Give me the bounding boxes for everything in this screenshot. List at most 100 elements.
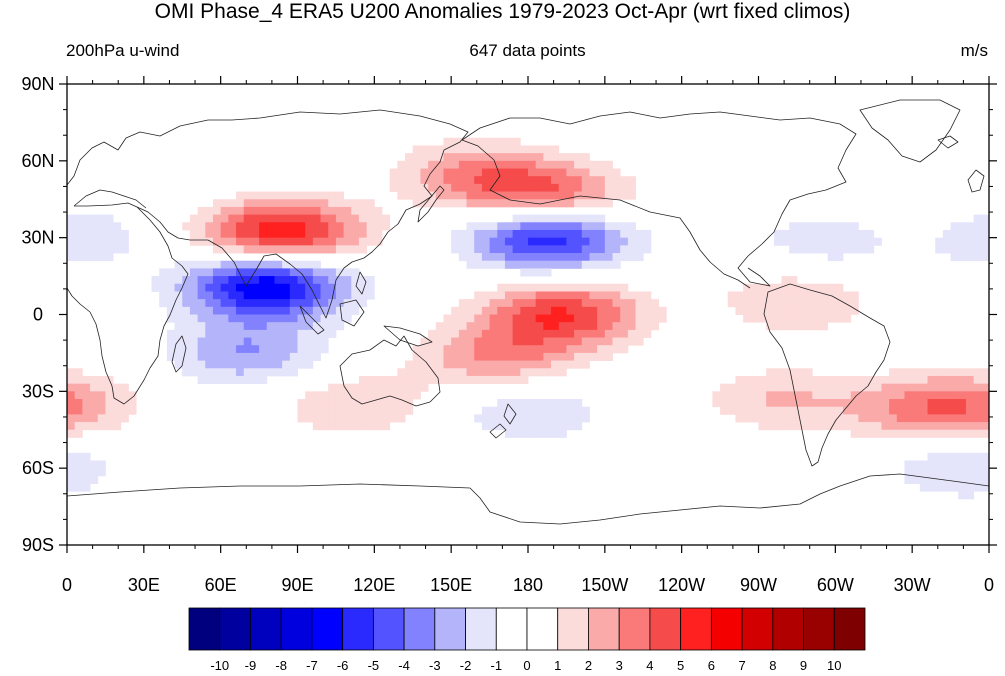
field-cell — [420, 360, 429, 369]
field-cell — [558, 322, 567, 331]
field-cell — [973, 399, 982, 408]
field-cell — [958, 237, 967, 246]
field-cell — [174, 260, 183, 269]
field-cell — [466, 168, 475, 177]
field-cell — [589, 306, 598, 315]
coast-south-america — [763, 283, 891, 467]
field-cell — [343, 199, 352, 208]
field-cell — [251, 260, 260, 269]
field-cell — [212, 322, 222, 331]
field-cell — [497, 283, 506, 292]
field-cell — [927, 383, 936, 392]
field-cell — [466, 245, 475, 254]
field-cell — [520, 399, 529, 408]
field-cell — [512, 322, 521, 331]
field-cell — [558, 414, 567, 423]
field-cell — [297, 206, 306, 216]
field-cell — [305, 222, 314, 231]
field-cell — [374, 214, 383, 223]
field-cell — [212, 206, 222, 216]
field-cell — [520, 253, 529, 262]
field-cell — [812, 314, 821, 323]
field-cell — [397, 176, 406, 185]
colorbar-swatch — [342, 607, 374, 651]
field-cell — [236, 360, 245, 369]
field-cell — [558, 368, 567, 377]
field-cell — [182, 306, 191, 315]
field-cell — [335, 306, 344, 315]
field-cell — [67, 391, 76, 400]
coastlines — [67, 99, 989, 525]
field-cell — [973, 253, 982, 262]
field-cell — [804, 391, 813, 400]
field-cell — [720, 399, 729, 408]
field-cell — [935, 406, 944, 415]
field-cell — [97, 383, 106, 392]
field-cell — [543, 399, 552, 408]
field-cell — [965, 468, 975, 477]
axis-ticks: 0 30E 60E 90E 120E 150E 180 150W 120W 90W 60W 30W 09… — [21, 74, 997, 595]
field-cell — [927, 399, 936, 408]
field-cell — [289, 283, 298, 292]
field-cell — [566, 299, 575, 308]
field-cell — [520, 260, 529, 269]
field-cell — [343, 314, 352, 323]
field-cell — [451, 314, 460, 323]
field-cell — [866, 429, 875, 438]
field-cell — [282, 222, 291, 231]
field-cell — [796, 406, 805, 415]
field-cell — [166, 329, 175, 338]
field-cell — [758, 399, 767, 408]
field-cell — [558, 222, 567, 231]
field-cell — [635, 299, 644, 308]
field-cell — [535, 229, 544, 239]
field-cell — [182, 329, 191, 338]
field-cell — [220, 299, 229, 308]
field-cell — [827, 237, 836, 246]
field-cell — [766, 406, 775, 415]
field-cell — [643, 245, 652, 254]
field-cell — [266, 291, 275, 300]
field-cell — [604, 176, 613, 185]
field-cell — [912, 468, 921, 477]
field-cell — [535, 245, 544, 254]
field-cell — [228, 199, 237, 208]
field-cell — [174, 360, 183, 369]
field-cell — [405, 176, 414, 185]
field-cell — [735, 399, 744, 408]
field-cell — [528, 322, 537, 331]
x-tick-label: 120E — [353, 575, 395, 595]
field-cell — [789, 222, 798, 231]
field-cell — [843, 399, 852, 408]
field-cell — [451, 137, 460, 146]
field-cell — [228, 306, 237, 315]
field-cell — [566, 406, 575, 415]
field-cell — [335, 214, 344, 223]
field-cell — [335, 314, 344, 323]
field-cell — [236, 260, 245, 269]
field-cell — [351, 391, 360, 400]
field-cell — [312, 352, 321, 361]
field-cell — [481, 306, 490, 315]
field-cell — [950, 375, 959, 385]
field-cell — [812, 406, 821, 415]
field-cell — [312, 414, 321, 423]
field-cell — [374, 414, 383, 423]
field-cell — [796, 383, 805, 392]
field-cell — [481, 191, 490, 200]
field-cell — [504, 429, 514, 438]
field-cell — [958, 406, 967, 415]
field-cell — [942, 237, 951, 246]
field-cell — [973, 375, 982, 385]
field-cell — [965, 383, 975, 392]
field-cell — [220, 322, 229, 331]
field-cell — [82, 452, 91, 461]
field-cell — [566, 214, 575, 223]
field-cell — [589, 299, 598, 308]
field-cell — [520, 352, 529, 361]
field-cell — [965, 253, 975, 262]
field-cell — [205, 260, 214, 269]
field-cell — [950, 368, 959, 377]
field-cell — [789, 314, 798, 323]
field-cell — [297, 345, 306, 354]
